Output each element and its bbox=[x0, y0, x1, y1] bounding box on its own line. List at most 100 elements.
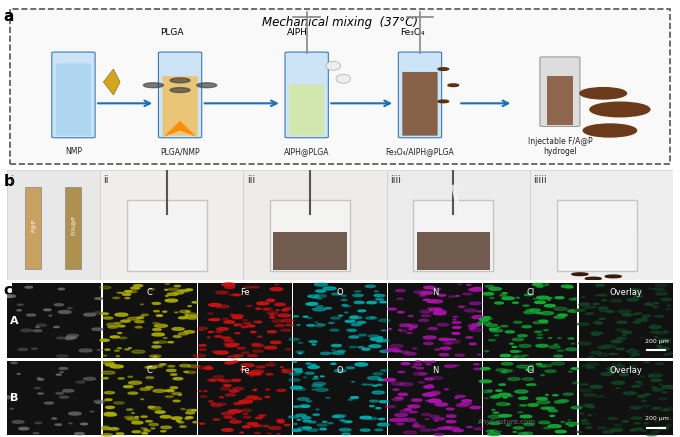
Circle shape bbox=[358, 334, 367, 336]
Circle shape bbox=[474, 428, 483, 430]
Circle shape bbox=[165, 390, 174, 392]
Circle shape bbox=[168, 288, 178, 291]
Circle shape bbox=[296, 414, 306, 416]
Circle shape bbox=[664, 331, 668, 332]
Circle shape bbox=[153, 342, 158, 343]
Circle shape bbox=[430, 401, 435, 402]
Circle shape bbox=[360, 416, 371, 419]
Circle shape bbox=[539, 421, 550, 424]
Circle shape bbox=[665, 408, 675, 410]
Circle shape bbox=[345, 312, 347, 313]
Circle shape bbox=[428, 327, 437, 329]
Circle shape bbox=[225, 362, 234, 364]
Circle shape bbox=[413, 372, 426, 375]
Circle shape bbox=[657, 346, 662, 347]
Circle shape bbox=[233, 317, 242, 319]
Circle shape bbox=[254, 432, 260, 434]
Circle shape bbox=[102, 426, 108, 427]
Circle shape bbox=[231, 315, 243, 317]
Circle shape bbox=[358, 310, 366, 312]
Circle shape bbox=[95, 298, 103, 299]
Circle shape bbox=[322, 421, 327, 422]
Circle shape bbox=[581, 384, 588, 385]
Circle shape bbox=[115, 350, 119, 351]
Circle shape bbox=[303, 427, 311, 429]
FancyBboxPatch shape bbox=[547, 76, 573, 125]
FancyBboxPatch shape bbox=[52, 52, 95, 138]
Circle shape bbox=[510, 343, 513, 344]
Circle shape bbox=[494, 302, 503, 304]
Circle shape bbox=[655, 316, 664, 317]
Circle shape bbox=[186, 311, 189, 312]
Circle shape bbox=[422, 315, 431, 317]
Circle shape bbox=[626, 350, 639, 353]
Circle shape bbox=[320, 376, 324, 377]
Circle shape bbox=[611, 299, 622, 302]
Circle shape bbox=[598, 307, 607, 309]
Circle shape bbox=[270, 317, 275, 318]
Circle shape bbox=[426, 392, 439, 395]
Circle shape bbox=[116, 433, 124, 434]
Circle shape bbox=[469, 343, 477, 345]
Circle shape bbox=[493, 412, 499, 413]
Circle shape bbox=[107, 326, 118, 328]
Circle shape bbox=[577, 431, 582, 433]
Circle shape bbox=[95, 402, 101, 403]
Circle shape bbox=[156, 341, 167, 343]
Circle shape bbox=[354, 301, 364, 304]
Circle shape bbox=[198, 327, 207, 329]
Circle shape bbox=[154, 311, 159, 312]
Circle shape bbox=[349, 336, 359, 338]
Circle shape bbox=[31, 348, 37, 349]
Circle shape bbox=[344, 305, 351, 307]
Circle shape bbox=[304, 427, 309, 428]
Circle shape bbox=[462, 400, 472, 402]
Circle shape bbox=[424, 337, 427, 338]
Circle shape bbox=[644, 362, 649, 363]
Circle shape bbox=[200, 395, 207, 397]
Circle shape bbox=[431, 391, 441, 393]
Circle shape bbox=[385, 349, 394, 351]
Circle shape bbox=[317, 298, 322, 299]
Circle shape bbox=[624, 392, 636, 395]
Ellipse shape bbox=[326, 61, 341, 70]
Circle shape bbox=[184, 313, 197, 316]
Circle shape bbox=[351, 397, 358, 399]
Circle shape bbox=[545, 305, 556, 307]
Circle shape bbox=[286, 349, 292, 350]
Circle shape bbox=[651, 324, 655, 325]
Circle shape bbox=[426, 300, 437, 302]
Circle shape bbox=[253, 390, 256, 391]
Text: c: c bbox=[3, 284, 12, 298]
Circle shape bbox=[358, 347, 364, 348]
Circle shape bbox=[513, 355, 524, 358]
Circle shape bbox=[596, 323, 602, 324]
Circle shape bbox=[431, 399, 438, 400]
Circle shape bbox=[243, 416, 251, 418]
Circle shape bbox=[257, 322, 260, 323]
Circle shape bbox=[145, 429, 148, 430]
Circle shape bbox=[568, 338, 574, 339]
Circle shape bbox=[352, 323, 361, 326]
Circle shape bbox=[633, 322, 640, 323]
Circle shape bbox=[643, 317, 647, 318]
Circle shape bbox=[293, 423, 297, 424]
Circle shape bbox=[656, 332, 668, 334]
Circle shape bbox=[143, 430, 150, 432]
Circle shape bbox=[571, 406, 582, 409]
Circle shape bbox=[218, 379, 224, 381]
Circle shape bbox=[590, 351, 602, 354]
Circle shape bbox=[302, 416, 311, 419]
Circle shape bbox=[153, 323, 159, 324]
FancyBboxPatch shape bbox=[540, 57, 580, 126]
Circle shape bbox=[220, 397, 224, 398]
Circle shape bbox=[568, 309, 579, 312]
Circle shape bbox=[59, 289, 63, 290]
Bar bbox=[273, 232, 347, 270]
Circle shape bbox=[126, 409, 133, 410]
Circle shape bbox=[438, 100, 449, 103]
Text: N: N bbox=[432, 366, 439, 375]
Circle shape bbox=[561, 285, 572, 288]
Circle shape bbox=[379, 418, 385, 420]
Circle shape bbox=[519, 397, 528, 399]
